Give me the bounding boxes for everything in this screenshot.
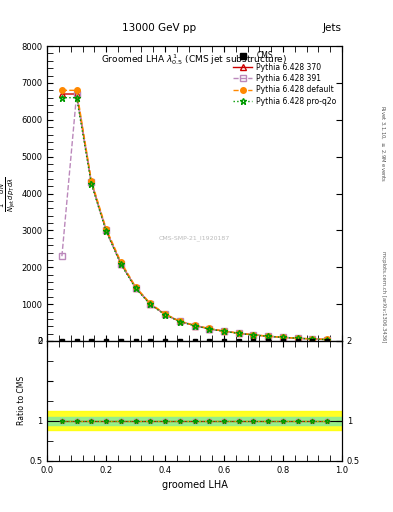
Bar <box>47 417 342 425</box>
Text: 13000 GeV pp: 13000 GeV pp <box>122 23 196 33</box>
Y-axis label: $\frac{1}{N_{\rm jet}} \frac{dN}{dp_T\, d\lambda}$: $\frac{1}{N_{\rm jet}} \frac{dN}{dp_T\, … <box>0 176 18 211</box>
Y-axis label: Ratio to CMS: Ratio to CMS <box>17 376 26 425</box>
Text: Groomed LHA $\lambda^{1}_{0.5}$ (CMS jet substructure): Groomed LHA $\lambda^{1}_{0.5}$ (CMS jet… <box>101 52 288 67</box>
Text: Jets: Jets <box>323 23 342 33</box>
X-axis label: groomed LHA: groomed LHA <box>162 480 228 490</box>
Text: CMS-SMP-21_I1920187: CMS-SMP-21_I1920187 <box>159 235 230 241</box>
Text: Rivet 3.1.10, $\geq$ 2.9M events: Rivet 3.1.10, $\geq$ 2.9M events <box>379 105 387 182</box>
Text: mcplots.cern.ch [arXiv:1306.3436]: mcplots.cern.ch [arXiv:1306.3436] <box>381 251 386 343</box>
Bar <box>47 411 342 431</box>
Legend: CMS, Pythia 6.428 370, Pythia 6.428 391, Pythia 6.428 default, Pythia 6.428 pro-: CMS, Pythia 6.428 370, Pythia 6.428 391,… <box>232 50 338 107</box>
